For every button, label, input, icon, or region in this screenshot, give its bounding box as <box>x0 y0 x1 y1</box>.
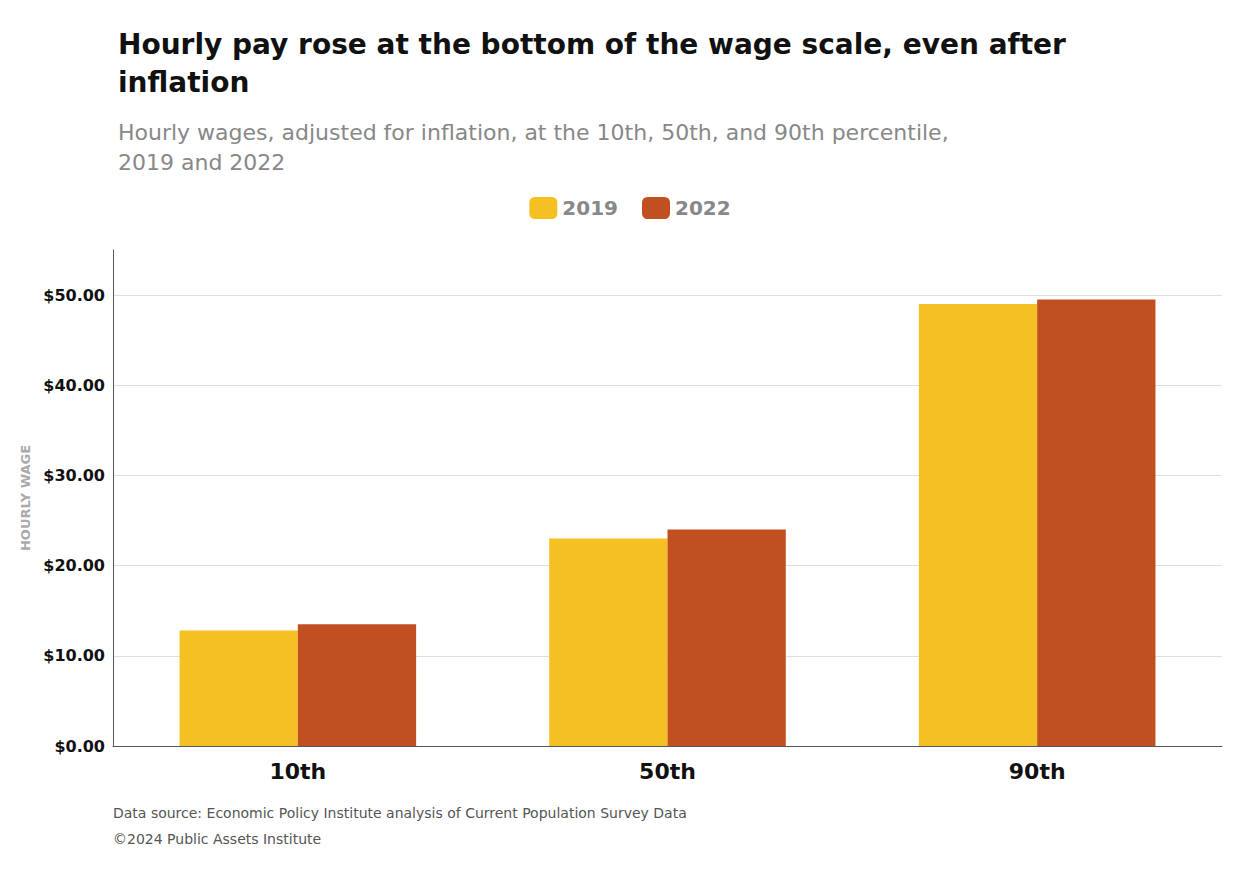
svg-text:$50.00: $50.00 <box>43 286 105 305</box>
svg-text:inflation: inflation <box>118 66 249 99</box>
svg-text:Data source: Economic Policy I: Data source: Economic Policy Institute a… <box>113 805 687 821</box>
svg-text:2022: 2022 <box>675 196 731 220</box>
svg-text:HOURLY WAGE: HOURLY WAGE <box>18 445 33 551</box>
svg-text:90th: 90th <box>1009 759 1066 784</box>
svg-text:2019 and 2022: 2019 and 2022 <box>118 150 285 175</box>
svg-text:50th: 50th <box>639 759 696 784</box>
svg-text:10th: 10th <box>269 759 326 784</box>
svg-text:Hourly wages, adjusted for inf: Hourly wages, adjusted for inflation, at… <box>118 120 956 145</box>
svg-text:Hourly pay rose at the bottom: Hourly pay rose at the bottom of the wag… <box>118 28 1076 61</box>
svg-text:$30.00: $30.00 <box>43 466 105 485</box>
svg-text:$40.00: $40.00 <box>43 376 105 395</box>
svg-text:2019: 2019 <box>562 196 618 220</box>
svg-text:©2024 Public Assets Institute: ©2024 Public Assets Institute <box>113 831 321 847</box>
svg-text:$10.00: $10.00 <box>43 646 105 665</box>
svg-text:$20.00: $20.00 <box>43 556 105 575</box>
svg-text:$0.00: $0.00 <box>54 737 105 756</box>
